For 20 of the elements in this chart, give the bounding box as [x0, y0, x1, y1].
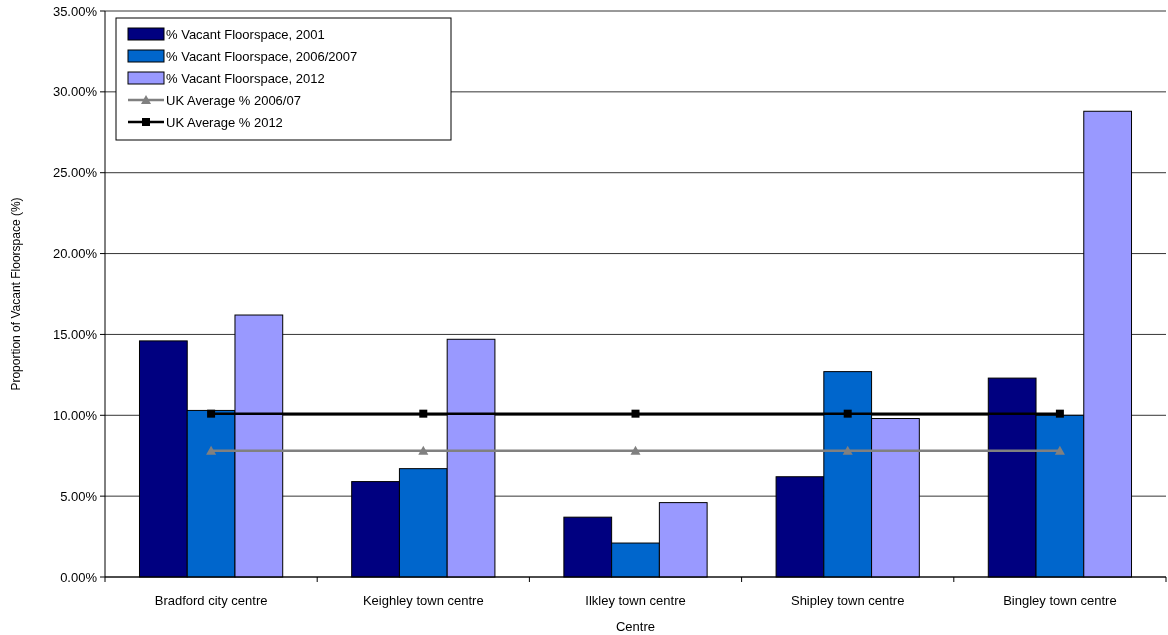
y-tick-label: 35.00%	[52, 3, 98, 19]
x-tick-label: Shipley town centre	[790, 593, 905, 608]
x-tick-label: Ilkley town centre	[585, 593, 686, 608]
legend-label: UK Average % 2012	[166, 114, 283, 130]
y-tick-label: 25.00%	[52, 165, 98, 181]
y-tick-label: 10.00%	[52, 407, 98, 423]
legend-label: UK Average % 2006/07	[166, 92, 301, 108]
y-tick-label: 15.00%	[52, 326, 98, 342]
y-tick-label: 30.00%	[52, 84, 98, 100]
y-tick-label: 0.00%	[60, 569, 98, 585]
x-axis-title: Centre	[615, 619, 656, 634]
x-tick-label: Bradford city centre	[154, 593, 268, 608]
y-tick-label: 5.00%	[60, 488, 98, 504]
legend-label: % Vacant Floorspace, 2006/2007	[166, 48, 358, 64]
y-tick-label: 20.00%	[52, 246, 98, 262]
x-tick-label: Bingley town centre	[1003, 593, 1117, 608]
y-axis-title: Proportion of Vacant Floorspace (%)	[9, 197, 23, 391]
legend-label: % Vacant Floorspace, 2012	[166, 70, 325, 86]
legend-label: % Vacant Floorspace, 2001	[166, 26, 325, 42]
x-tick-label: Keighley town centre	[362, 593, 484, 608]
